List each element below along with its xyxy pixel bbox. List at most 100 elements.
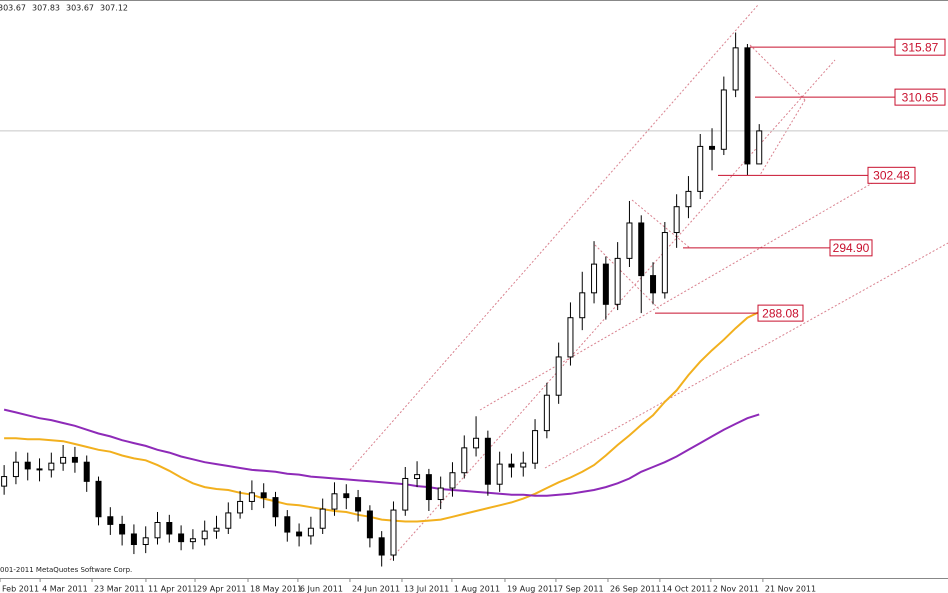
candle-body <box>1 476 8 487</box>
candle-body <box>284 516 291 533</box>
candle <box>343 484 350 510</box>
x-tick-label: 19 Aug 2011 <box>507 585 558 593</box>
candle-body <box>201 530 208 540</box>
header-value: 303.67 <box>0 4 26 13</box>
candle <box>650 262 657 305</box>
candle <box>543 382 550 439</box>
level-label: 288.08 <box>762 306 799 320</box>
candle-body <box>650 275 657 294</box>
candle <box>555 342 562 404</box>
candle-body <box>461 447 468 474</box>
level-box <box>757 304 804 322</box>
candle-body <box>638 222 645 277</box>
candle <box>449 462 456 497</box>
candle-body <box>555 356 562 396</box>
candle-body <box>189 538 196 543</box>
candle-body <box>508 463 515 468</box>
header-value: 307.83 <box>32 4 60 13</box>
candle-body <box>732 47 739 91</box>
candle-body <box>95 480 102 518</box>
candle-body <box>756 130 763 165</box>
candle-body <box>484 437 491 485</box>
candle-body <box>591 263 598 294</box>
candle <box>638 215 645 314</box>
candle <box>248 480 255 511</box>
candle <box>366 505 373 548</box>
candle-body <box>473 437 480 449</box>
candle-body <box>296 531 303 537</box>
candle <box>425 468 432 512</box>
candle <box>213 515 220 539</box>
candle-body <box>685 190 692 208</box>
candle-body <box>390 509 397 556</box>
x-tick-label: Feb 2011 <box>2 585 39 593</box>
channel-line <box>594 244 661 311</box>
candle <box>166 514 173 543</box>
candle <box>602 256 609 320</box>
candle <box>142 526 149 554</box>
candle-body <box>709 145 716 150</box>
candle <box>95 476 102 526</box>
candle <box>709 128 716 171</box>
candle-body <box>60 456 67 464</box>
moving-average <box>3 408 760 497</box>
x-tick-label: 13 Jul 2011 <box>404 585 449 593</box>
candle <box>496 451 503 492</box>
candle-body <box>225 512 232 529</box>
candle-body <box>12 461 19 478</box>
candle <box>484 430 491 496</box>
candle-body <box>496 463 503 485</box>
candle <box>225 502 232 534</box>
candle-body <box>661 232 668 294</box>
candle-body <box>697 145 704 192</box>
moving-average <box>4 311 760 523</box>
candle-body <box>366 510 373 539</box>
candle-body <box>272 497 279 518</box>
candle-body <box>602 263 609 305</box>
level-box <box>867 166 916 184</box>
channel-line <box>759 99 806 176</box>
candle-body <box>614 257 621 305</box>
channel-line <box>749 44 806 101</box>
candle <box>24 452 31 481</box>
candle-body <box>213 527 220 532</box>
candle <box>71 446 78 473</box>
channel-line <box>544 242 948 469</box>
candle <box>520 451 527 477</box>
candle <box>732 32 739 98</box>
candle <box>673 194 680 248</box>
header-value: 303.67 <box>66 4 94 13</box>
candle <box>237 490 244 519</box>
candle <box>378 531 385 567</box>
candle-body <box>437 487 444 501</box>
candle <box>402 466 409 516</box>
candle <box>154 511 161 545</box>
x-tick-label: 21 Nov 2011 <box>765 585 816 593</box>
candle-body <box>579 292 586 319</box>
candle-body <box>520 462 527 468</box>
candle <box>461 435 468 479</box>
candle <box>319 498 326 534</box>
candle-body <box>237 500 244 514</box>
level-box <box>829 239 873 257</box>
x-tick-label: 26 Sep 2011 <box>610 585 661 593</box>
candle <box>532 419 539 469</box>
candle-body <box>71 456 78 463</box>
candle-body <box>107 516 114 525</box>
candle-body <box>83 461 90 482</box>
x-tick-label: 1 Aug 2011 <box>454 585 500 593</box>
candle-body <box>307 527 314 537</box>
candle <box>284 510 291 542</box>
candle <box>36 458 43 482</box>
candle-body <box>626 222 633 259</box>
x-tick-label: 2 Nov 2011 <box>713 585 759 593</box>
candle <box>697 133 704 200</box>
x-tick-label: 23 Mar 2011 <box>94 585 145 593</box>
candle-body <box>343 493 350 499</box>
candle-body <box>248 492 255 502</box>
candle-body <box>567 317 574 358</box>
candle-body <box>260 492 267 499</box>
candle-body <box>178 533 185 543</box>
candle <box>626 200 633 267</box>
